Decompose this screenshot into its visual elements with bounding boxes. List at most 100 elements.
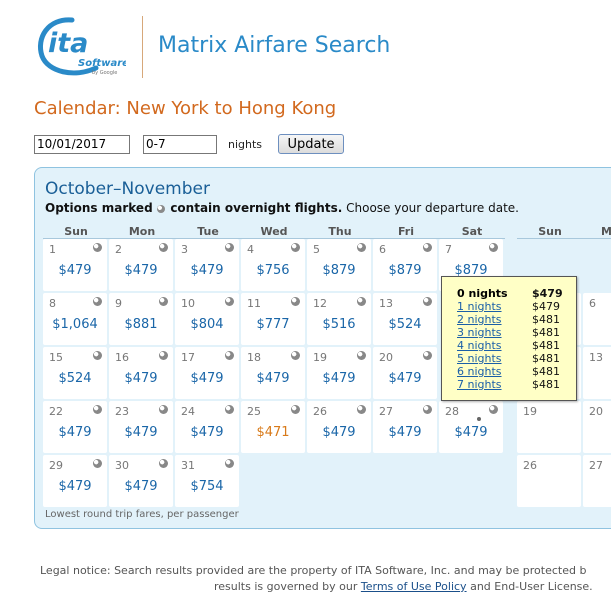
calendar-day[interactable]: 26 $479: [307, 401, 371, 453]
day-fare[interactable]: $479: [322, 425, 356, 440]
departure-date-input[interactable]: [34, 135, 130, 154]
calendar-day[interactable]: 24 $479: [175, 401, 239, 453]
day-number: 28: [445, 405, 459, 418]
instructions-bold-a: Options marked: [45, 201, 153, 215]
calendar-day[interactable]: 8 $1,064: [43, 293, 107, 345]
day-fare[interactable]: $479: [454, 425, 488, 440]
day-number: 19: [313, 351, 327, 364]
day-number: 20: [379, 351, 393, 364]
day-fare[interactable]: $479: [58, 263, 92, 278]
day-fare[interactable]: $479: [388, 425, 422, 440]
calendar-day[interactable]: 3 $479: [175, 239, 239, 291]
day-number: 8: [49, 297, 56, 310]
calendar-day[interactable]: 10 $804: [175, 293, 239, 345]
day-number: 20: [589, 405, 603, 418]
day-fare[interactable]: $524: [58, 371, 92, 386]
tooltip-nights-link[interactable]: 7 nights: [457, 378, 502, 391]
calendar-day[interactable]: 11 $777: [241, 293, 305, 345]
next-month-day[interactable]: 26: [517, 455, 581, 507]
next-month-day[interactable]: 27: [583, 455, 611, 507]
day-fare[interactable]: $756: [256, 263, 290, 278]
day-fare[interactable]: $879: [322, 263, 356, 278]
tooltip-nights-link[interactable]: 1 nights: [457, 300, 502, 313]
day-fare[interactable]: $1,064: [52, 317, 98, 332]
day-fare[interactable]: $516: [322, 317, 356, 332]
day-fare[interactable]: $881: [124, 317, 158, 332]
calendar-day[interactable]: 27 $479: [373, 401, 437, 453]
calendar-day[interactable]: 15 $524: [43, 347, 107, 399]
day-fare[interactable]: $479: [322, 371, 356, 386]
day-fare[interactable]: $479: [388, 371, 422, 386]
day-fare[interactable]: $479: [124, 263, 158, 278]
day-fare[interactable]: $524: [388, 317, 422, 332]
overnight-moon-icon: [225, 243, 234, 252]
next-month-day[interactable]: 20: [583, 401, 611, 453]
calendar-day[interactable]: 6 $879: [373, 239, 437, 291]
tooltip-nights-link[interactable]: 2 nights: [457, 313, 502, 326]
next-month-weekday-header: M: [601, 225, 611, 238]
tooltip-nights-link[interactable]: 6 nights: [457, 365, 502, 378]
tooltip-row: 3 nights $481: [457, 326, 567, 339]
calendar-day[interactable]: 20 $479: [373, 347, 437, 399]
terms-of-use-link[interactable]: Terms of Use Policy: [360, 580, 467, 593]
nights-range-input[interactable]: [143, 135, 217, 154]
calendar-day[interactable]: 22 $479: [43, 401, 107, 453]
calendar-day[interactable]: 23 $479: [109, 401, 173, 453]
day-fare[interactable]: $479: [58, 425, 92, 440]
day-fare[interactable]: $479: [190, 425, 224, 440]
tooltip-fare: $481: [532, 326, 560, 339]
next-month-day[interactable]: 19: [517, 401, 581, 453]
calendar-day[interactable]: 18 $479: [241, 347, 305, 399]
day-number: 6: [379, 243, 386, 256]
overnight-moon-icon: [357, 297, 366, 306]
tooltip-nights-link[interactable]: 3 nights: [457, 326, 502, 339]
calendar-day[interactable]: 30 $479: [109, 455, 173, 507]
day-fare[interactable]: $479: [256, 371, 290, 386]
day-fare[interactable]: $479: [190, 371, 224, 386]
overnight-moon-icon: [291, 297, 300, 306]
calendar-day[interactable]: 16 $479: [109, 347, 173, 399]
calendar-day[interactable]: 9 $881: [109, 293, 173, 345]
calendar-day[interactable]: 28 $479: [439, 401, 503, 453]
day-fare[interactable]: $479: [124, 371, 158, 386]
day-fare[interactable]: $777: [256, 317, 290, 332]
calendar-day[interactable]: 12 $516: [307, 293, 371, 345]
tooltip-nights-link[interactable]: 5 nights: [457, 352, 502, 365]
next-month-day[interactable]: 6: [583, 293, 611, 345]
calendar-day[interactable]: 2 $479: [109, 239, 173, 291]
calendar-day[interactable]: 4 $756: [241, 239, 305, 291]
calendar-day[interactable]: 31 $754: [175, 455, 239, 507]
overnight-moon-icon: [423, 405, 432, 414]
day-fare[interactable]: $479: [124, 425, 158, 440]
update-button[interactable]: Update: [278, 134, 344, 154]
day-fare[interactable]: $479: [58, 479, 92, 494]
day-fare[interactable]: $879: [454, 263, 488, 278]
calendar-day[interactable]: 25 $471: [241, 401, 305, 453]
day-number: 27: [379, 405, 393, 418]
calendar-day[interactable]: 5 $879: [307, 239, 371, 291]
next-month-day[interactable]: 13: [583, 347, 611, 399]
calendar-day[interactable]: 17 $479: [175, 347, 239, 399]
calendar-day[interactable]: 29 $479: [43, 455, 107, 507]
day-fare[interactable]: $879: [388, 263, 422, 278]
calendar-footer-note: Lowest round trip fares, per passenger: [45, 509, 239, 520]
overnight-moon-icon: [225, 297, 234, 306]
day-number: 27: [589, 459, 603, 472]
tooltip-row: 7 nights $481: [457, 378, 567, 391]
day-fare[interactable]: $804: [190, 317, 224, 332]
tooltip-nights-link[interactable]: 4 nights: [457, 339, 502, 352]
calendar-day[interactable]: 1 $479: [43, 239, 107, 291]
day-fare[interactable]: $479: [124, 479, 158, 494]
tooltip-row: 6 nights $481: [457, 365, 567, 378]
legal-line2-end: and End-User License.: [466, 580, 593, 593]
day-fare[interactable]: $754: [190, 479, 224, 494]
ita-software-logo[interactable]: ita Software by Google: [34, 14, 129, 78]
calendar-day[interactable]: 19 $479: [307, 347, 371, 399]
overnight-moon-icon: [423, 243, 432, 252]
day-number: 4: [247, 243, 254, 256]
weekday-header-sat: Sat: [461, 225, 483, 238]
day-fare[interactable]: $471: [256, 425, 290, 440]
calendar-day[interactable]: 13 $524: [373, 293, 437, 345]
day-fare[interactable]: $479: [190, 263, 224, 278]
weekday-header-fri: Fri: [397, 225, 414, 238]
